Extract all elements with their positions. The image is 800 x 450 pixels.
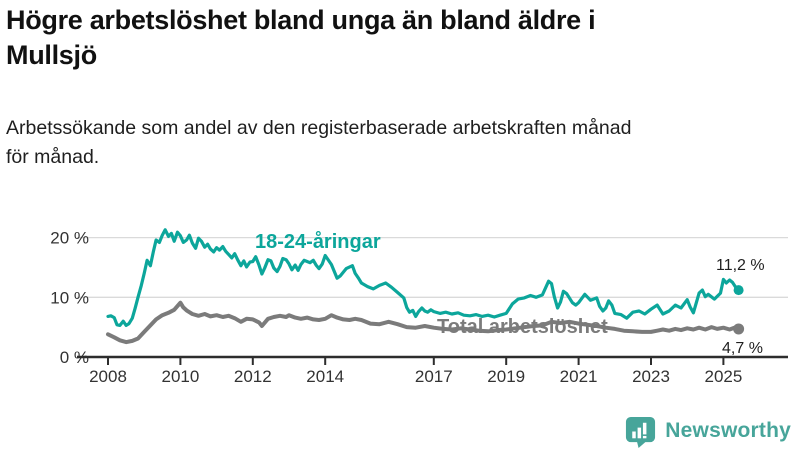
page-title-line1: Högre arbetslöshet bland unga än bland ä… xyxy=(6,5,596,35)
series-end-dot-total xyxy=(733,323,745,335)
newsworthy-brand: Newsworthy xyxy=(624,413,791,449)
page-subtitle-line2: för månad. xyxy=(6,146,100,169)
x-tick-label-2017: 2017 xyxy=(415,367,453,386)
x-tick-label-2025: 2025 xyxy=(704,367,742,386)
series-line-young xyxy=(106,228,741,327)
x-tick-label-2014: 2014 xyxy=(306,367,344,386)
page-subtitle-line1: Arbetssökande som andel av den registerb… xyxy=(6,117,632,139)
page-title: Högre arbetslöshet bland unga än bland ä… xyxy=(6,3,794,72)
bar-chart-speech-bubble-icon xyxy=(626,416,656,448)
page-subtitle: Arbetssökande som andel av den registerb… xyxy=(6,114,794,173)
x-tick-label-2012: 2012 xyxy=(234,367,272,386)
brand-name: Newsworthy xyxy=(665,419,791,442)
series-end-dot-young xyxy=(733,285,744,296)
y-tick-label-0: 0 % xyxy=(60,348,89,367)
y-tick-label-20: 20 % xyxy=(50,229,89,248)
x-tick-label-2023: 2023 xyxy=(632,367,670,386)
page-title-line2: Mullsjö xyxy=(6,39,97,70)
x-tick-label-2021: 2021 xyxy=(560,367,598,386)
x-tick-label-2010: 2010 xyxy=(161,367,199,386)
series-label-young: 18-24-åringar xyxy=(255,231,381,253)
y-tick-label-10: 10 % xyxy=(50,288,89,307)
series-line-total xyxy=(106,300,741,345)
series-label-total: Total arbetslöshet xyxy=(437,316,608,338)
x-tick-label-2008: 2008 xyxy=(89,367,127,386)
x-tick-label-2019: 2019 xyxy=(487,367,525,386)
end-value-label-young: 11,2 % xyxy=(716,257,765,274)
end-value-label-total: 4,7 % xyxy=(722,340,763,357)
